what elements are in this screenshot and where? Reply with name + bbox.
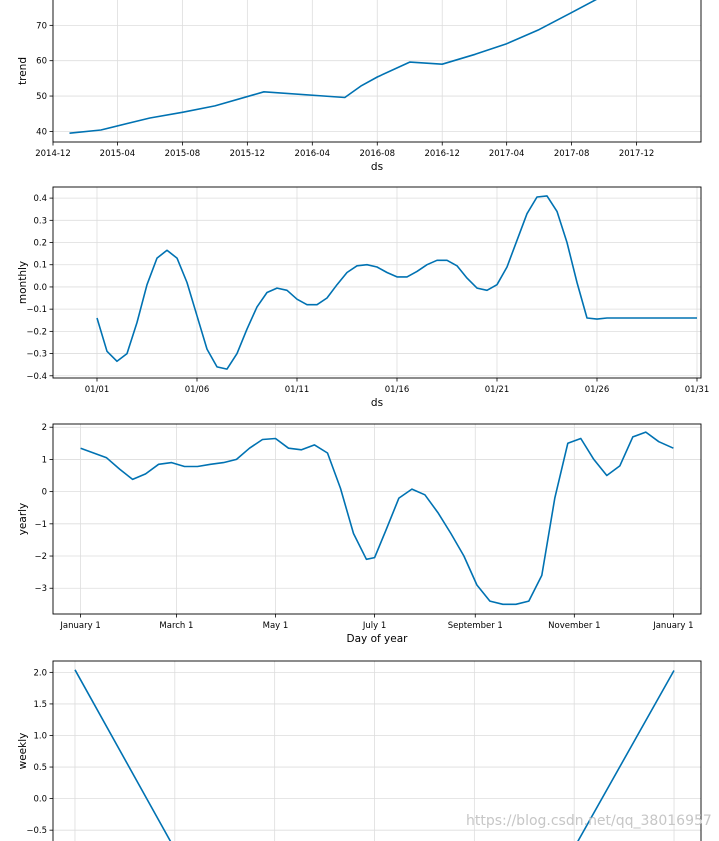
y-tick-label: 1.5 [33, 700, 47, 710]
y-tick-label: 50 [36, 92, 47, 102]
plot-frame [52, 186, 702, 379]
y-tick-label: 0 [42, 488, 47, 498]
y-tick-label: 0.2 [33, 239, 47, 249]
y-tick-label: 60 [36, 57, 47, 67]
x-tick-label: 2015-12 [230, 149, 266, 159]
y-tick-label: 1.0 [33, 731, 47, 741]
x-axis-label: ds [371, 161, 383, 173]
yearly-panel: January 1 March 1 May 1 July 1 September 1 No… [17, 423, 702, 645]
x-tick-label: 01/31 [685, 385, 710, 395]
x-tick-label: March 1 [159, 621, 193, 631]
x-tick-label: 01/21 [485, 385, 510, 395]
x-tick-label: July 1 [362, 621, 386, 631]
y-tick-label: 0.5 [33, 763, 47, 773]
x-axis-label: Day of year [347, 633, 409, 645]
y-tick-label: 70 [36, 21, 47, 31]
y-tick-label: 40 [36, 127, 47, 137]
y-tick-label: 0.3 [33, 216, 47, 226]
plot-frame [52, 423, 702, 615]
watermark: https://blog.csdn.net/qq_38016957 [466, 813, 712, 829]
x-tick-label: 2017-04 [489, 149, 525, 159]
y-tick-label: 2.0 [33, 668, 47, 678]
y-tick-label: 2 [42, 423, 47, 433]
series-line [96, 195, 697, 370]
y-tick-label: −0.1 [26, 305, 47, 315]
x-tick-label: November 1 [548, 621, 600, 631]
y-tick-label: 0.1 [33, 261, 47, 271]
x-tick-label: 01/01 [85, 385, 110, 395]
y-axis-label: monthly [17, 261, 29, 304]
trend-panel: 2014-12 2015-04 2015-08 2015-12 2016-04 2016-… [17, 0, 702, 173]
x-tick-label: 2014-12 [35, 149, 71, 159]
x-tick-label: January 1 [652, 621, 693, 631]
x-tick-label: 2017-08 [554, 149, 590, 159]
x-tick-label: September 1 [448, 621, 503, 631]
x-tick-label: 2016-12 [424, 149, 460, 159]
series-line [80, 431, 674, 606]
plot-frame [52, 660, 702, 841]
y-tick-label: 0.4 [33, 194, 47, 204]
y-tick-label: −0.4 [26, 372, 47, 382]
x-axis-label: ds [371, 397, 383, 409]
x-tick-label: January 1 [59, 621, 100, 631]
x-tick-label: May 1 [263, 621, 289, 631]
x-tick-label: 01/26 [585, 385, 610, 395]
series-line [69, 0, 597, 134]
y-tick-label: −1 [34, 520, 47, 530]
y-axis-label: weekly [17, 733, 29, 770]
y-tick-label: −2 [34, 552, 47, 562]
x-tick-label: 01/11 [285, 385, 310, 395]
weekly-panel: −0.5 0.0 0.5 1.0 1.5 2.0 weekly [17, 660, 702, 841]
monthly-panel: 01/01 01/06 01/11 01/16 01/21 01/26 01/31 −0.4 −… [17, 186, 710, 409]
y-tick-label: −3 [34, 584, 47, 594]
y-tick-label: −0.5 [26, 826, 47, 836]
x-tick-label: 01/06 [185, 385, 210, 395]
x-tick-label: 2017-12 [619, 149, 655, 159]
x-tick-label: 01/16 [385, 385, 410, 395]
y-axis-label: yearly [17, 503, 29, 536]
y-tick-label: −0.2 [26, 327, 47, 337]
x-tick-label: 2016-04 [295, 149, 331, 159]
x-tick-label: 2016-08 [360, 149, 396, 159]
y-tick-label: 0.0 [33, 795, 47, 805]
y-tick-label: −0.3 [26, 350, 47, 360]
x-tick-label: 2015-08 [165, 149, 201, 159]
y-axis-label: trend [17, 57, 29, 85]
x-tick-label: 2015-04 [100, 149, 136, 159]
y-tick-label: 0.0 [33, 283, 47, 293]
y-tick-label: 1 [42, 455, 47, 465]
